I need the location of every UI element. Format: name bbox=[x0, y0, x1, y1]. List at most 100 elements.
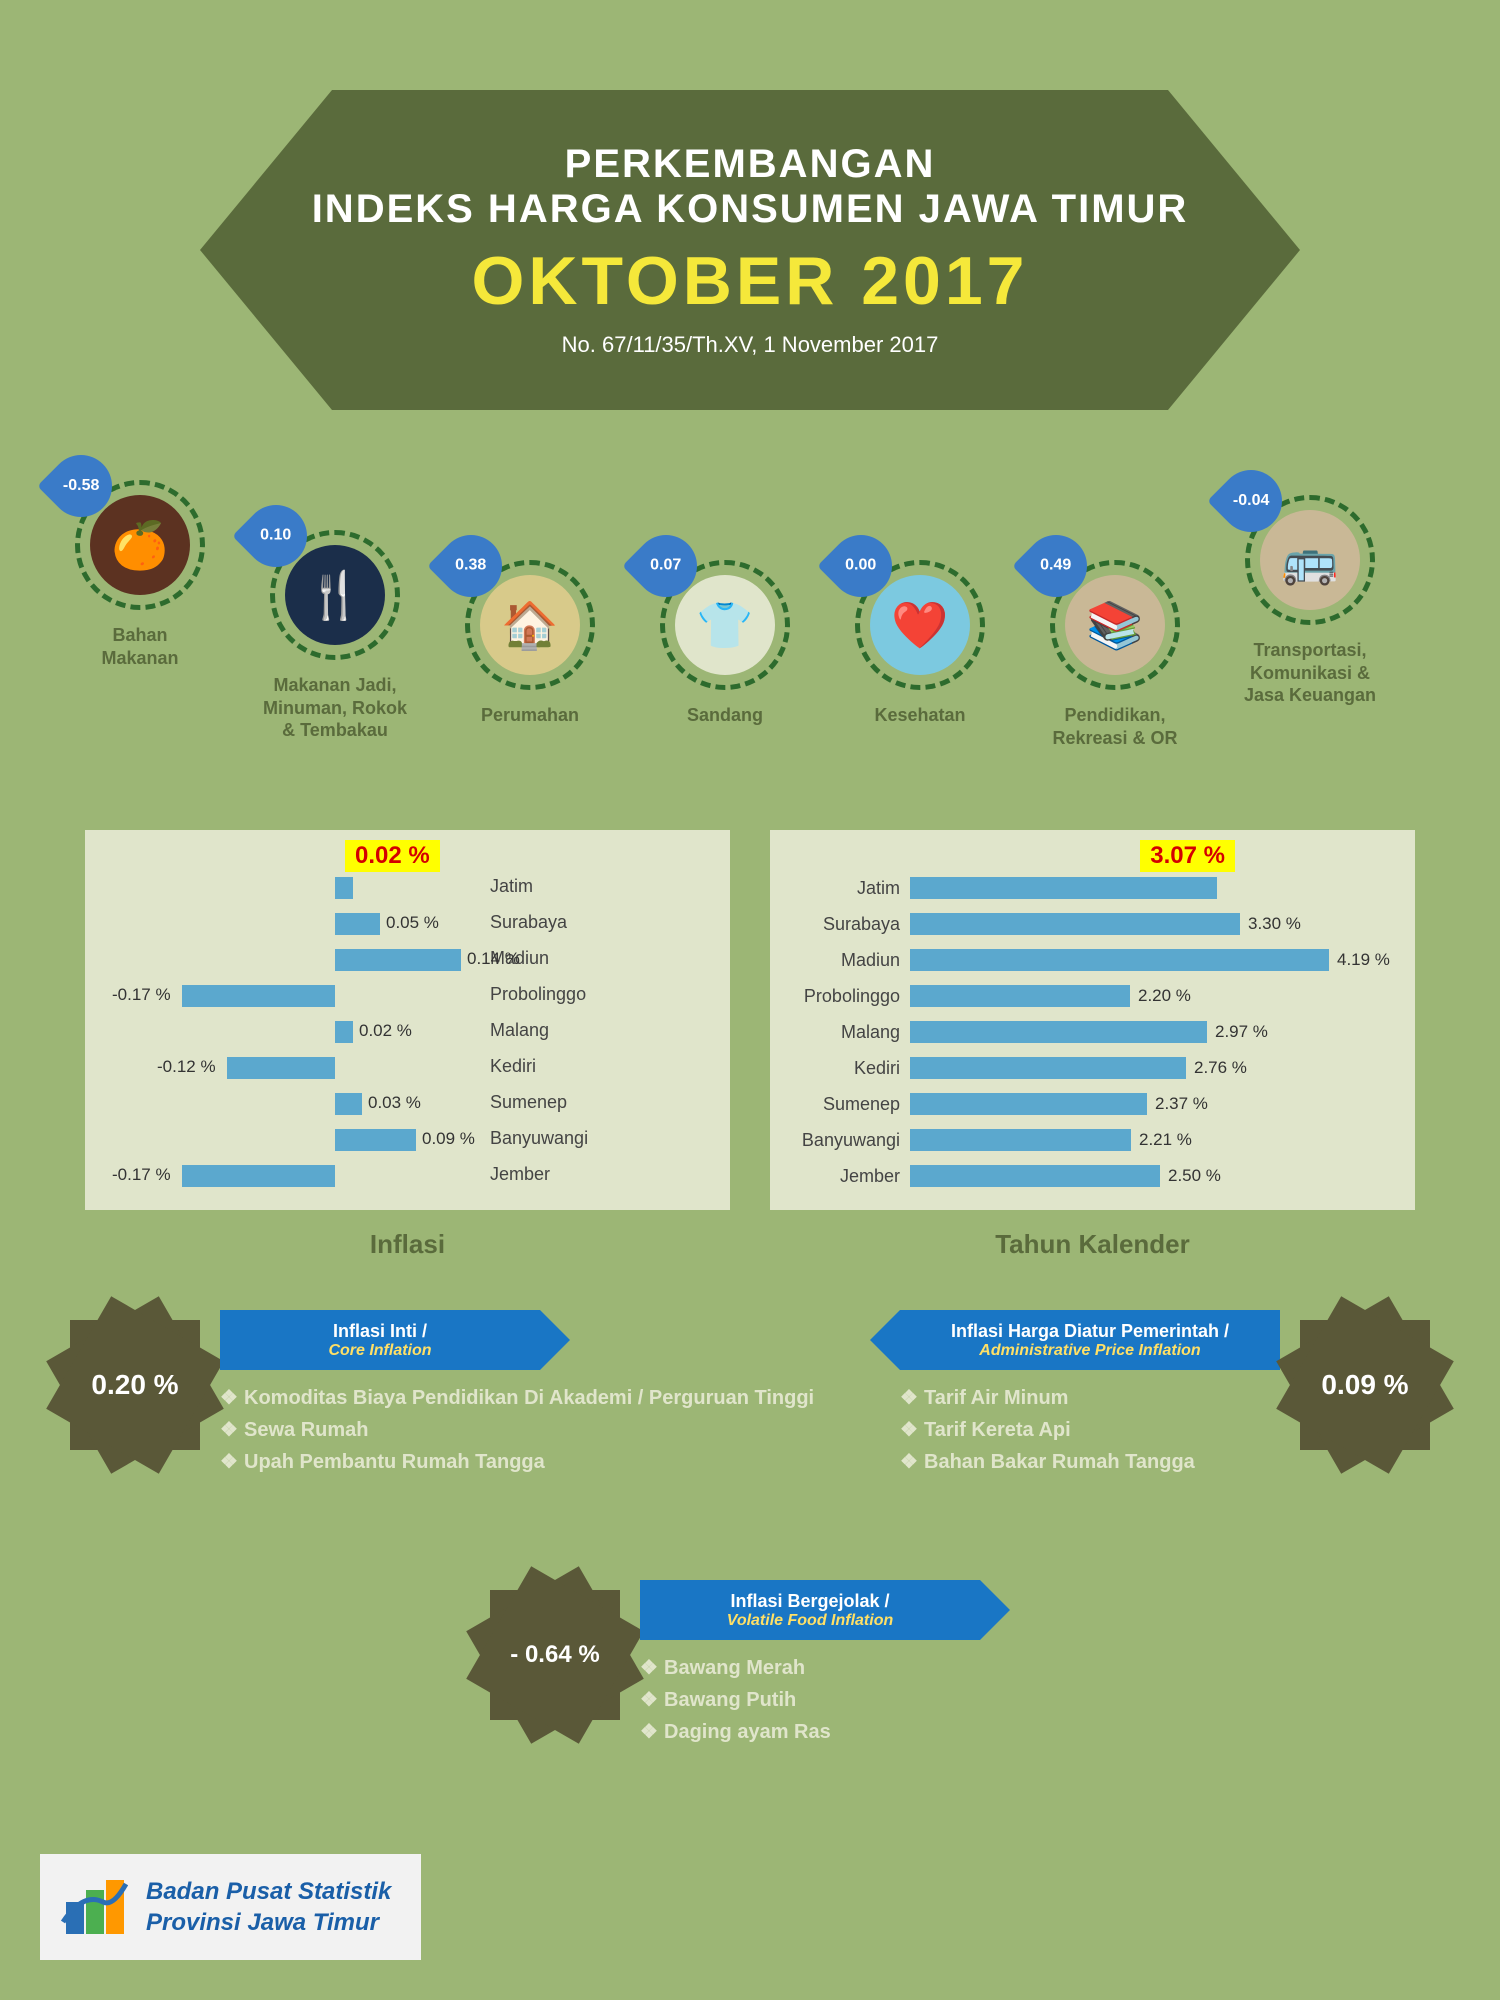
bar bbox=[910, 1093, 1147, 1115]
category-label: Makanan Jadi,Minuman, Rokok& Tembakau bbox=[245, 674, 425, 742]
admin-label: Inflasi Harga Diatur Pemerintah / Admini… bbox=[900, 1310, 1280, 1370]
footer-text: Badan Pusat Statistik Provinsi Jawa Timu… bbox=[146, 1876, 391, 1938]
category-row: 🍊 -0.58 BahanMakanan 🍴 0.10 Makanan Jadi… bbox=[50, 440, 1450, 780]
city-label: Sumenep bbox=[490, 1092, 567, 1113]
footer-org2: Provinsi Jawa Timur bbox=[146, 1907, 391, 1938]
chart2-highlight: 3.07 % bbox=[1140, 840, 1235, 872]
core-items: Komoditas Biaya Pendidikan Di Akademi / … bbox=[220, 1382, 814, 1478]
category-icon: 📚 bbox=[1065, 575, 1165, 675]
city-label: Madiun bbox=[790, 950, 910, 971]
category-circle: 🍊 -0.58 bbox=[75, 480, 205, 610]
admin-inflation-block: Inflasi Harga Diatur Pemerintah / Admini… bbox=[900, 1310, 1440, 1478]
bullet-item: Bawang Putih bbox=[640, 1684, 980, 1716]
city-label: Surabaya bbox=[490, 912, 567, 933]
volatile-label: Inflasi Bergejolak / Volatile Food Infla… bbox=[640, 1580, 980, 1640]
volatile-items: Bawang MerahBawang PutihDaging ayam Ras bbox=[640, 1652, 980, 1748]
category-item: ❤️ 0.00 Kesehatan bbox=[830, 560, 1010, 727]
city-label: Probolinggo bbox=[490, 984, 586, 1005]
bar bbox=[910, 1165, 1160, 1187]
city-label: Sumenep bbox=[790, 1094, 910, 1115]
bar bbox=[910, 913, 1240, 935]
bullet-item: Tarif Air Minum bbox=[900, 1382, 1280, 1414]
bar-value: 2.37 % bbox=[1155, 1094, 1208, 1114]
bar-value: 2.50 % bbox=[1168, 1166, 1221, 1186]
city-label: Malang bbox=[490, 1020, 549, 1041]
volatile-subtitle: Volatile Food Inflation bbox=[727, 1612, 894, 1630]
bar bbox=[182, 985, 335, 1007]
header-banner: PERKEMBANGAN INDEKS HARGA KONSUMEN JAWA … bbox=[200, 90, 1300, 410]
chart-row: Jatim bbox=[790, 870, 1390, 906]
chart1-title: Inflasi bbox=[85, 1229, 730, 1260]
chart-row: Banyuwangi 0.09 % bbox=[85, 1122, 730, 1158]
bar-value: 0.05 % bbox=[386, 913, 439, 933]
city-label: Kediri bbox=[790, 1058, 910, 1079]
category-circle: 🚌 -0.04 bbox=[1245, 495, 1375, 625]
chart-row: Sumenep 2.37 % bbox=[790, 1086, 1390, 1122]
city-label: Malang bbox=[790, 1022, 910, 1043]
bar-value: 0.09 % bbox=[422, 1129, 475, 1149]
category-icon: 🏠 bbox=[480, 575, 580, 675]
chart-row: Malang 0.02 % bbox=[85, 1014, 730, 1050]
bar bbox=[335, 1021, 353, 1043]
core-inflation-block: 0.20 % Inflasi Inti / Core Inflation Kom… bbox=[60, 1310, 814, 1478]
category-icon: 🍊 bbox=[90, 495, 190, 595]
category-value: -0.58 bbox=[63, 477, 99, 495]
charts-row: 0.02 % Inflasi Jatim Surabaya 0.05 % Mad… bbox=[85, 830, 1415, 1210]
category-circle: 👕 0.07 bbox=[660, 560, 790, 690]
admin-subtitle: Administrative Price Inflation bbox=[979, 1342, 1200, 1360]
bullet-item: Komoditas Biaya Pendidikan Di Akademi / … bbox=[220, 1382, 814, 1414]
bar-value: 2.20 % bbox=[1138, 986, 1191, 1006]
inflation-chart: 0.02 % Inflasi Jatim Surabaya 0.05 % Mad… bbox=[85, 830, 730, 1210]
reference-number: No. 67/11/35/Th.XV, 1 November 2017 bbox=[562, 332, 939, 358]
category-label: Perumahan bbox=[440, 704, 620, 727]
category-value: 0.49 bbox=[1040, 557, 1071, 575]
category-circle: 📚 0.49 bbox=[1050, 560, 1180, 690]
bar-value: 2.76 % bbox=[1194, 1058, 1247, 1078]
bar-value: 0.03 % bbox=[368, 1093, 421, 1113]
category-circle: 🍴 0.10 bbox=[270, 530, 400, 660]
category-item: 👕 0.07 Sandang bbox=[635, 560, 815, 727]
city-label: Kediri bbox=[490, 1056, 536, 1077]
bar bbox=[335, 913, 380, 935]
category-item: 🍴 0.10 Makanan Jadi,Minuman, Rokok& Temb… bbox=[245, 530, 425, 742]
chart-row: Jatim bbox=[85, 870, 730, 906]
bar bbox=[182, 1165, 335, 1187]
calendar-chart: 3.07 % Tahun Kalender Jatim Surabaya 3.3… bbox=[770, 830, 1415, 1210]
admin-items: Tarif Air MinumTarif Kereta ApiBahan Bak… bbox=[900, 1382, 1280, 1478]
category-item: 🚌 -0.04 Transportasi,Komunikasi &Jasa Ke… bbox=[1220, 495, 1400, 707]
category-label: Pendidikan,Rekreasi & OR bbox=[1025, 704, 1205, 749]
bar-value: 2.21 % bbox=[1139, 1130, 1192, 1150]
title-line2: INDEKS HARGA KONSUMEN JAWA TIMUR bbox=[312, 187, 1189, 232]
chart-row: Kediri 2.76 % bbox=[790, 1050, 1390, 1086]
bar bbox=[910, 985, 1130, 1007]
city-label: Banyuwangi bbox=[490, 1128, 588, 1149]
city-label: Probolinggo bbox=[790, 986, 910, 1007]
category-icon: 🍴 bbox=[285, 545, 385, 645]
category-item: 🍊 -0.58 BahanMakanan bbox=[50, 480, 230, 669]
admin-title: Inflasi Harga Diatur Pemerintah / bbox=[951, 1321, 1229, 1342]
core-subtitle: Core Inflation bbox=[328, 1342, 431, 1360]
bar-value: 0.02 % bbox=[359, 1021, 412, 1041]
bar bbox=[335, 949, 461, 971]
bar-value: -0.17 % bbox=[112, 985, 171, 1005]
chart-row: Malang 2.97 % bbox=[790, 1014, 1390, 1050]
volatile-starburst: - 0.64 % bbox=[480, 1580, 630, 1730]
footer-org1: Badan Pusat Statistik bbox=[146, 1876, 391, 1907]
bullet-item: Bahan Bakar Rumah Tangga bbox=[900, 1446, 1280, 1478]
chart1-highlight: 0.02 % bbox=[345, 840, 440, 872]
category-icon: 🚌 bbox=[1260, 510, 1360, 610]
bar bbox=[335, 1093, 362, 1115]
category-label: Sandang bbox=[635, 704, 815, 727]
chart-row: Surabaya 3.30 % bbox=[790, 906, 1390, 942]
category-label: Transportasi,Komunikasi &Jasa Keuangan bbox=[1220, 639, 1400, 707]
city-label: Jatim bbox=[490, 876, 533, 897]
core-value: 0.20 % bbox=[91, 1369, 178, 1401]
bar bbox=[910, 1129, 1131, 1151]
chart-row: Jember -0.17 % bbox=[85, 1158, 730, 1194]
bar-value: 3.30 % bbox=[1248, 914, 1301, 934]
bar-value: 4.19 % bbox=[1337, 950, 1390, 970]
bar-value: 0.14 % bbox=[467, 949, 520, 969]
bar-value: -0.12 % bbox=[157, 1057, 216, 1077]
core-label: Inflasi Inti / Core Inflation bbox=[220, 1310, 540, 1370]
volatile-inflation-block: - 0.64 % Inflasi Bergejolak / Volatile F… bbox=[480, 1580, 980, 1748]
